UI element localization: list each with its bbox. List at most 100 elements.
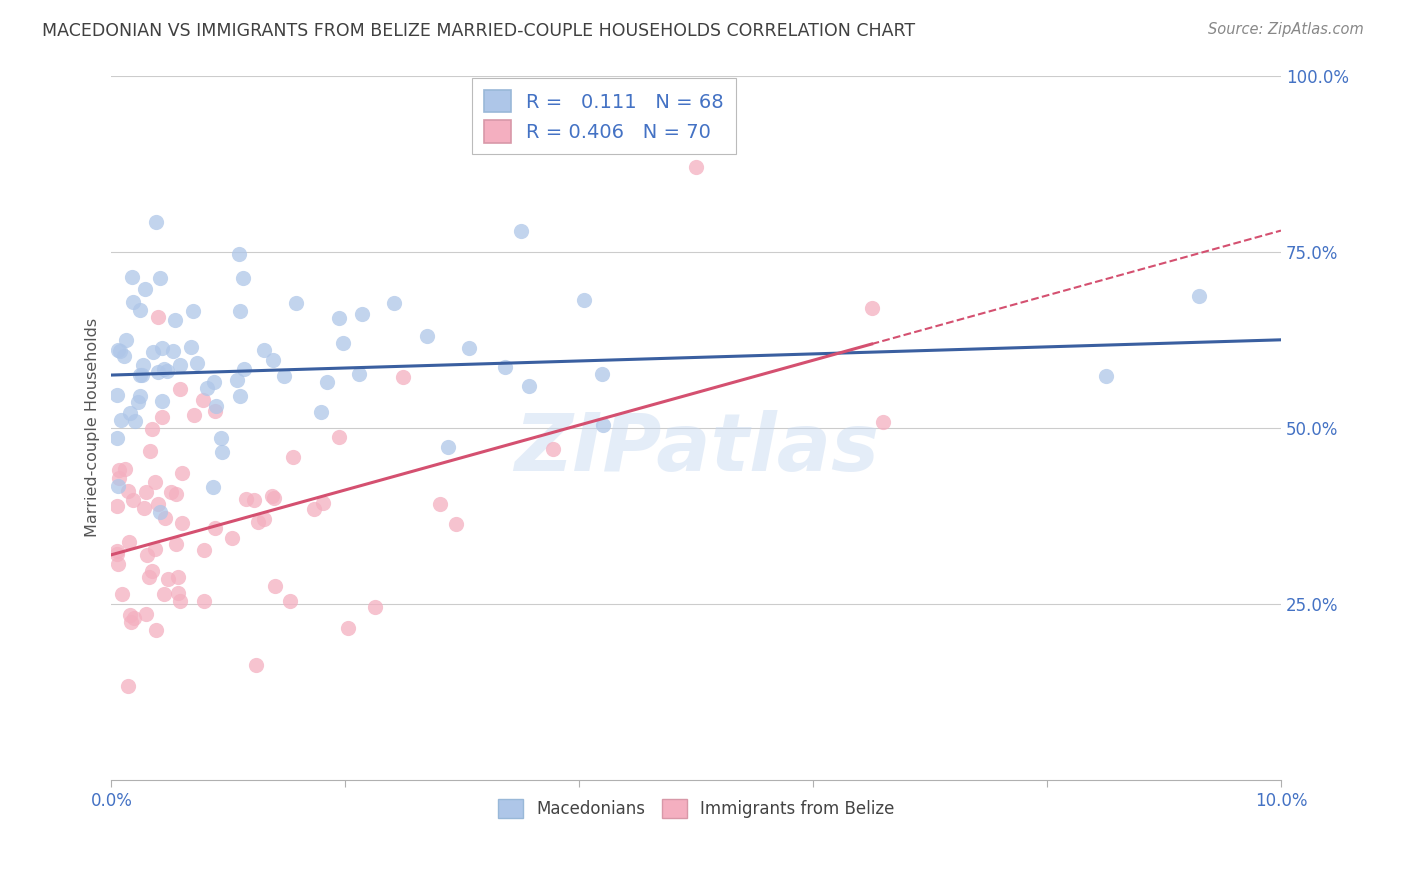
Point	[211, 445, 233, 459]
Point	[110, 412, 132, 426]
Point	[437, 440, 460, 454]
Point	[118, 534, 141, 549]
Point	[143, 475, 166, 490]
Point	[193, 594, 215, 608]
Point	[416, 329, 439, 343]
Point	[153, 587, 176, 601]
Point	[332, 336, 354, 351]
Point	[135, 485, 157, 500]
Point	[1188, 288, 1211, 302]
Point	[128, 368, 150, 382]
Point	[232, 271, 254, 285]
Point	[166, 586, 188, 600]
Point	[117, 679, 139, 693]
Point	[281, 450, 304, 464]
Point	[136, 548, 159, 562]
Point	[309, 405, 332, 419]
Point	[336, 621, 359, 635]
Point	[128, 303, 150, 318]
Point	[146, 365, 169, 379]
Point	[138, 569, 160, 583]
Point	[183, 408, 205, 422]
Point	[228, 247, 250, 261]
Point	[285, 296, 308, 310]
Point	[278, 594, 301, 608]
Point	[162, 344, 184, 359]
Point	[574, 293, 596, 307]
Text: ZIPatlas: ZIPatlas	[513, 410, 879, 488]
Point	[107, 479, 129, 493]
Point	[141, 422, 163, 436]
Point	[364, 599, 387, 614]
Point	[1094, 369, 1116, 384]
Point	[150, 341, 173, 355]
Point	[108, 344, 131, 359]
Point	[135, 607, 157, 621]
Point	[860, 301, 883, 315]
Point	[149, 506, 172, 520]
Point	[262, 489, 284, 503]
Point	[134, 282, 156, 296]
Point	[302, 502, 325, 516]
Point	[247, 515, 270, 529]
Point	[191, 393, 214, 408]
Point	[142, 345, 165, 359]
Point	[160, 484, 183, 499]
Point	[131, 368, 153, 382]
Point	[105, 431, 128, 445]
Point	[181, 303, 204, 318]
Y-axis label: Married-couple Households: Married-couple Households	[86, 318, 100, 538]
Point	[118, 406, 141, 420]
Point	[105, 543, 128, 558]
Point	[141, 564, 163, 578]
Point	[494, 359, 516, 374]
Point	[107, 547, 129, 561]
Point	[111, 587, 134, 601]
Point	[243, 493, 266, 508]
Point	[124, 414, 146, 428]
Point	[328, 311, 350, 326]
Point	[105, 500, 128, 514]
Point	[165, 537, 187, 551]
Point	[132, 500, 155, 515]
Point	[541, 442, 564, 457]
Point	[591, 368, 613, 382]
Point	[273, 369, 295, 384]
Point	[429, 497, 451, 511]
Point	[193, 543, 215, 558]
Point	[170, 467, 193, 481]
Point	[201, 480, 224, 494]
Point	[131, 358, 153, 372]
Point	[228, 304, 250, 318]
Point	[153, 510, 176, 524]
Legend: Macedonians, Immigrants from Belize: Macedonians, Immigrants from Belize	[491, 792, 901, 825]
Point	[229, 388, 252, 402]
Point	[105, 388, 128, 402]
Point	[204, 375, 226, 389]
Point	[145, 215, 167, 229]
Point	[264, 579, 287, 593]
Point	[122, 611, 145, 625]
Point	[108, 463, 131, 477]
Point	[121, 295, 143, 310]
Point	[122, 493, 145, 508]
Point	[312, 496, 335, 510]
Point	[509, 223, 531, 237]
Point	[382, 296, 405, 310]
Point	[235, 491, 257, 506]
Point	[149, 270, 172, 285]
Point	[204, 403, 226, 417]
Point	[170, 516, 193, 530]
Point	[108, 471, 131, 485]
Point	[391, 370, 413, 384]
Point	[117, 483, 139, 498]
Point	[458, 341, 481, 355]
Point	[127, 394, 149, 409]
Point	[143, 542, 166, 557]
Point	[226, 373, 249, 387]
Point	[592, 418, 614, 433]
Point	[204, 521, 226, 535]
Point	[195, 381, 218, 395]
Point	[107, 557, 129, 571]
Point	[150, 410, 173, 425]
